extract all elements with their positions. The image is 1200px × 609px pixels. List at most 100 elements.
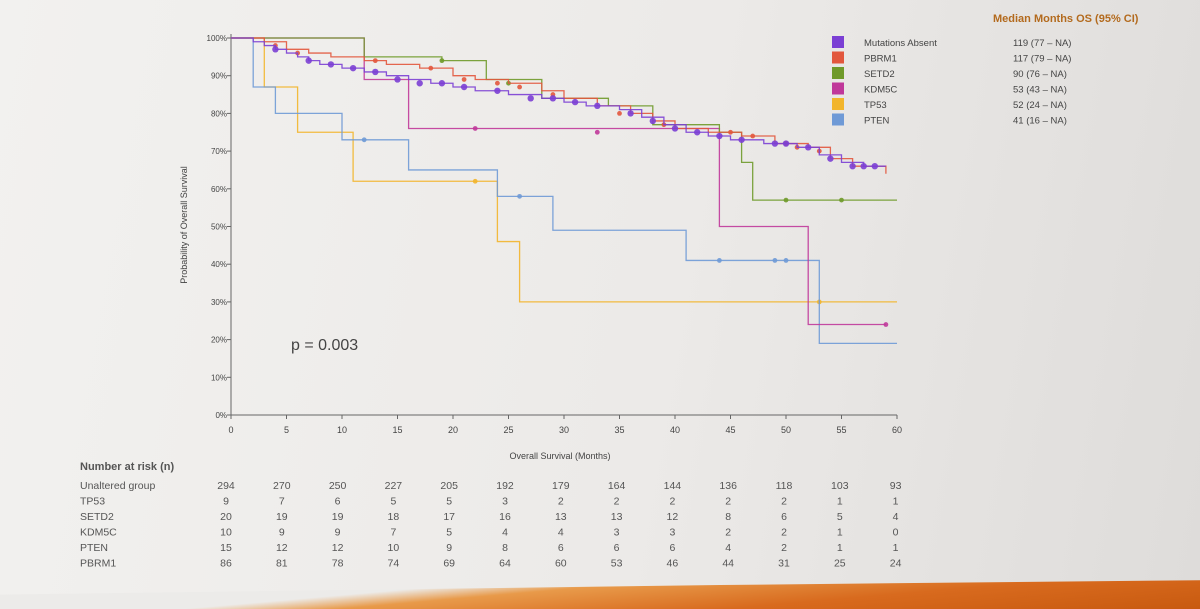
axes-group: 0% 10% 20% 30% 40% 50% 60% 70% 80% 90% 100% 0 5 10 15 2… [207, 34, 902, 435]
censor-mark-pten [717, 258, 722, 263]
risk-cell: 250 [329, 480, 347, 492]
risk-cell: 93 [890, 480, 902, 492]
risk-cell: 0 [893, 527, 899, 539]
risk-cell: 4 [725, 542, 731, 554]
risk-cell: 1 [837, 527, 843, 539]
risk-cell: 6 [335, 496, 341, 508]
series-line-tp53 [231, 37, 897, 303]
y-tick-label: 20% [211, 336, 227, 345]
risk-cell: 4 [893, 511, 899, 523]
censor-mark-mutations-absent [305, 57, 312, 64]
risk-cell: 13 [555, 511, 567, 523]
risk-cell: 64 [499, 558, 511, 570]
risk-row-label: PBRM1 [80, 558, 116, 570]
censor-mark-setd2 [783, 197, 789, 203]
risk-cell: 9 [335, 527, 341, 539]
risk-cell: 2 [614, 496, 620, 508]
x-tick-label: 0 [228, 425, 233, 435]
legend-ci-pten: 41 (16 – NA) [1013, 116, 1067, 127]
risk-cell: 205 [440, 480, 458, 492]
censor-mark-mutations-absent [827, 155, 834, 162]
risk-cell: 13 [611, 511, 623, 523]
risk-cell: 2 [725, 527, 731, 539]
risk-cell: 227 [385, 480, 403, 492]
series-line-pbrm1 [231, 37, 887, 174]
censor-mark-pten [517, 193, 522, 199]
censor-mark-pten [361, 137, 367, 143]
risk-cell: 10 [220, 527, 232, 539]
risk-cell: 53 [611, 558, 623, 570]
risk-table: Unaltered group 294 270 250 227 205 192 179 164 1… [80, 480, 902, 570]
y-tick-label: 60% [211, 185, 227, 194]
x-tick-label: 20 [448, 425, 458, 435]
risk-cell: 6 [614, 542, 620, 554]
risk-cell: 5 [390, 496, 396, 508]
censor-mark-mutations-absent [849, 162, 856, 170]
censor-mark-mutations-absent [694, 129, 701, 136]
censor-mark-mutations-absent [571, 98, 579, 106]
risk-row-label: KDM5C [80, 527, 117, 539]
risk-cell: 7 [390, 527, 396, 539]
censor-mark-mutations-absent [527, 95, 534, 102]
censor-mark-mutations-absent [460, 83, 468, 91]
x-tick-label: 25 [503, 425, 513, 435]
labels-group: Probability of Overall Survival Overall … [80, 13, 1139, 473]
censor-mark-mutations-absent [327, 61, 335, 68]
legend-label-mutations-absent: Mutations Absent [864, 38, 937, 49]
legend-label-setd2: SETD2 [864, 69, 895, 80]
risk-cell: 86 [220, 558, 232, 570]
y-tick-label: 40% [211, 260, 227, 269]
risk-cell: 1 [893, 496, 899, 508]
risk-cell: 3 [614, 527, 620, 539]
risk-row-label: SETD2 [80, 511, 114, 523]
series-line-kdm5c [231, 37, 886, 326]
x-tick-label: 60 [892, 425, 902, 435]
risk-cell: 69 [443, 558, 455, 570]
censor-mark-mutations-absent [416, 80, 423, 87]
risk-row-label: Unaltered group [80, 480, 155, 492]
legend-label-tp53: TP53 [864, 100, 887, 111]
risk-cell: 19 [332, 511, 344, 523]
risk-cell: 24 [890, 558, 902, 570]
risk-cell: 81 [276, 558, 288, 570]
censor-mark-mutations-absent [649, 117, 656, 125]
risk-cell: 9 [279, 527, 285, 539]
censor-mark-tp53 [472, 178, 478, 184]
censor-mark-mutations-absent [438, 80, 446, 87]
y-tick-label: 10% [211, 373, 227, 382]
x-tick-label: 15 [392, 425, 402, 435]
legend-ci-tp53: 52 (24 – NA) [1013, 100, 1067, 111]
x-tick-label: 10 [337, 425, 347, 435]
p-value-annotation: p = 0.003 [291, 337, 358, 354]
legend-swatch-setd2 [832, 67, 844, 79]
risk-cell: 20 [220, 511, 232, 523]
censor-mark-mutations-absent [782, 140, 790, 147]
risk-cell: 270 [273, 480, 291, 492]
x-tick-label: 55 [836, 425, 846, 435]
risk-cell: 118 [776, 480, 793, 492]
x-tick-label: 5 [284, 425, 289, 435]
risk-cell: 60 [555, 558, 567, 570]
risk-cell: 164 [608, 480, 626, 492]
risk-cell: 16 [499, 511, 511, 523]
risk-table-title: Number at risk (n) [80, 461, 174, 473]
x-tick-label: 30 [559, 425, 569, 435]
censor-mark-mutations-absent [671, 125, 679, 132]
censor-mark-mutations-absent [860, 162, 867, 170]
censor-mark-mutations-absent [494, 87, 501, 94]
risk-cell: 103 [831, 480, 849, 492]
series-line-mutations-absent [231, 37, 886, 167]
censor-mark-mutations-absent [272, 46, 279, 53]
y-tick-label: 0% [215, 411, 227, 420]
censor-mark-mutations-absent [805, 144, 812, 151]
risk-cell: 192 [496, 480, 514, 492]
x-tick-label: 50 [781, 425, 791, 435]
censor-mark-kdm5c [472, 126, 478, 131]
censor-mark-mutations-absent [738, 136, 745, 143]
censor-mark-mutations-absent [627, 110, 634, 117]
risk-cell: 78 [332, 558, 344, 570]
series-line-setd2 [231, 37, 897, 201]
risk-cell: 9 [223, 496, 229, 508]
censor-mark-pbrm1 [372, 58, 378, 64]
risk-cell: 8 [502, 542, 508, 554]
